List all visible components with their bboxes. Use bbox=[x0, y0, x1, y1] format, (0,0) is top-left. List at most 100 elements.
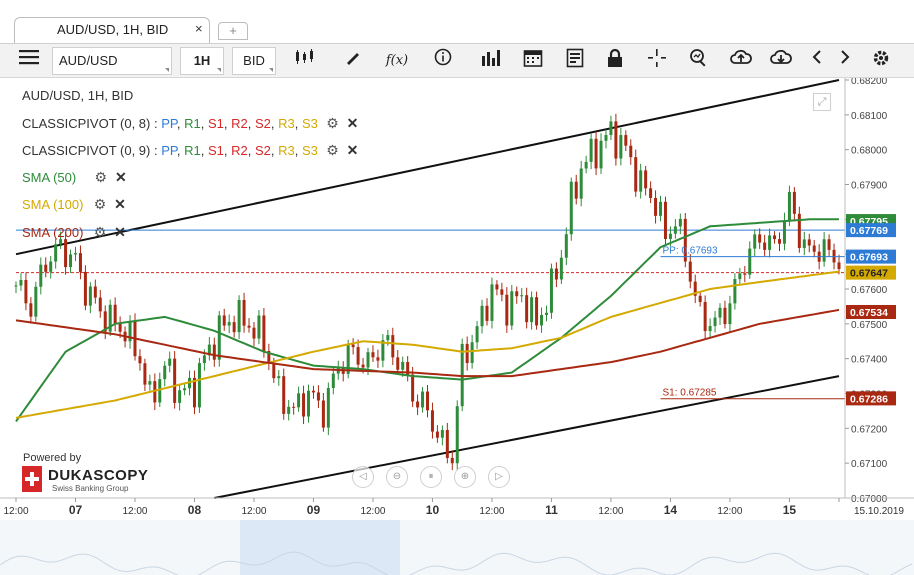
candle-body bbox=[222, 315, 226, 326]
side-select[interactable]: BID bbox=[232, 47, 276, 75]
pivot1-gear-icon[interactable]: ⚙ bbox=[326, 115, 339, 131]
candle-body bbox=[807, 239, 811, 246]
candle-body bbox=[178, 390, 182, 403]
candle-body bbox=[718, 307, 722, 318]
candle-body bbox=[495, 284, 499, 290]
draw-icon[interactable] bbox=[338, 48, 368, 74]
candle-body bbox=[371, 352, 375, 358]
navigator-strip[interactable] bbox=[0, 520, 914, 575]
candle-body bbox=[728, 303, 732, 325]
gear-icon[interactable] bbox=[866, 48, 896, 74]
zoom-in-button[interactable]: ⊕ bbox=[454, 466, 476, 488]
price-tag-bg bbox=[846, 304, 896, 319]
candle-body bbox=[624, 135, 628, 146]
instrument-select[interactable]: AUD/USD bbox=[52, 47, 172, 75]
sma50-close-icon[interactable]: ✕ bbox=[114, 169, 127, 185]
candle-body bbox=[262, 315, 266, 352]
nav-prev-button[interactable]: ◁ bbox=[352, 466, 374, 488]
candle-body bbox=[812, 245, 816, 252]
lock-icon[interactable] bbox=[600, 48, 630, 74]
candle-body bbox=[247, 325, 251, 328]
candle-body bbox=[435, 431, 439, 438]
price-chart[interactable]: PP: 0.67693 S1: 0.67285 0.67000 0.67100 0.6… bbox=[0, 78, 914, 575]
candle-body bbox=[619, 135, 623, 159]
candle-body bbox=[113, 304, 117, 324]
download-cloud-icon[interactable] bbox=[766, 48, 796, 74]
candle-body bbox=[302, 393, 306, 417]
reset-button[interactable]: ⏸ bbox=[420, 466, 442, 488]
candle-body bbox=[440, 429, 444, 438]
news-icon[interactable] bbox=[560, 48, 590, 74]
candle-type-icon[interactable] bbox=[290, 48, 320, 74]
expand-icon[interactable]: ⤢ bbox=[813, 93, 831, 111]
time-tick-label: 15 bbox=[783, 503, 797, 517]
nav-next-button[interactable]: ▷ bbox=[488, 466, 510, 488]
crosshair-icon[interactable] bbox=[642, 48, 672, 74]
tab-chart[interactable]: AUD/USD, 1H, BID × bbox=[14, 17, 210, 43]
brand-name: DUKASCOPY bbox=[48, 467, 149, 484]
candle-body bbox=[386, 335, 390, 341]
upload-cloud-icon[interactable] bbox=[726, 48, 756, 74]
arrow-right-icon[interactable] bbox=[830, 48, 860, 74]
pivot2-gear-icon[interactable]: ⚙ bbox=[326, 142, 339, 158]
candle-body bbox=[168, 358, 172, 366]
price-tick-label: 0.67600 bbox=[851, 285, 888, 296]
candle-body bbox=[381, 340, 385, 361]
candle-body bbox=[589, 138, 593, 162]
legend-pivot1: CLASSICPIVOT (0, 8) : PP, R1, S1, R2, S2… bbox=[22, 115, 359, 131]
candle-body bbox=[594, 138, 598, 169]
pivot2-name: CLASSICPIVOT (0, 9) bbox=[22, 143, 151, 158]
candle-body bbox=[292, 406, 296, 408]
sma200-gear-icon[interactable]: ⚙ bbox=[93, 224, 107, 240]
function-icon[interactable]: f(x) bbox=[385, 53, 409, 68]
candle-body bbox=[609, 121, 613, 135]
bar-chart-icon[interactable] bbox=[476, 48, 506, 74]
candle-body bbox=[797, 213, 801, 248]
pivot2-close-icon[interactable]: ✕ bbox=[346, 142, 359, 158]
timeframe-select[interactable]: 1H bbox=[180, 47, 224, 75]
candle-body bbox=[773, 235, 777, 240]
candle-body bbox=[549, 268, 553, 313]
candle-body bbox=[559, 257, 563, 280]
close-icon[interactable]: × bbox=[195, 21, 203, 36]
tab-divider bbox=[0, 43, 914, 44]
arrow-left-icon[interactable] bbox=[802, 48, 832, 74]
candle-body bbox=[232, 322, 236, 333]
candle-body bbox=[663, 201, 667, 239]
candle-body bbox=[644, 170, 648, 189]
add-tab-button[interactable]: + bbox=[218, 22, 248, 40]
candle-body bbox=[331, 373, 335, 389]
calendar-icon[interactable] bbox=[518, 48, 548, 74]
candle-body bbox=[530, 297, 534, 323]
legend-title: AUD/USD, 1H, BID bbox=[22, 88, 134, 103]
zoom-out-button[interactable]: ⊖ bbox=[386, 466, 408, 488]
sma50-gear-icon[interactable]: ⚙ bbox=[94, 169, 108, 185]
menu-icon[interactable] bbox=[14, 48, 44, 74]
brand-subtitle: Swiss Banking Group bbox=[52, 484, 129, 493]
candle-body bbox=[143, 363, 147, 385]
candle-body bbox=[34, 286, 38, 317]
sma200-close-icon[interactable]: ✕ bbox=[114, 224, 126, 240]
candle-body bbox=[599, 140, 603, 169]
candle-body bbox=[837, 262, 841, 270]
price-tick-label: 0.67200 bbox=[851, 424, 888, 435]
navigator-bg bbox=[0, 520, 914, 575]
candle-body bbox=[257, 315, 261, 339]
candle-body bbox=[649, 188, 653, 198]
price-tags: 0.677950.677690.676930.676470.675340.672… bbox=[846, 214, 896, 406]
candle-body bbox=[430, 410, 434, 432]
candle-body bbox=[391, 335, 395, 358]
candle-body bbox=[668, 233, 672, 239]
candle-body bbox=[217, 315, 221, 360]
zoom-icon[interactable] bbox=[684, 48, 714, 74]
candle-body bbox=[693, 281, 697, 296]
sma100-close-icon[interactable]: ✕ bbox=[114, 196, 126, 212]
info-icon[interactable] bbox=[428, 48, 458, 74]
sma100-gear-icon[interactable]: ⚙ bbox=[93, 196, 107, 212]
pivot1-close-icon[interactable]: ✕ bbox=[346, 115, 359, 131]
candle-body bbox=[406, 361, 410, 375]
candle-body bbox=[450, 457, 454, 464]
candle-body bbox=[346, 344, 350, 374]
legend-sma200: SMA (200) ⚙ ✕ bbox=[22, 224, 126, 240]
candle-body bbox=[49, 261, 53, 272]
